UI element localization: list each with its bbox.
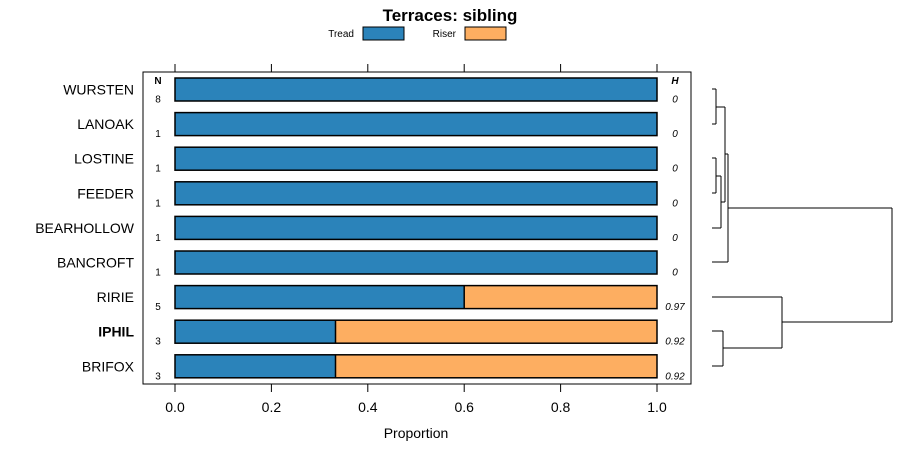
chart-title: Terraces: sibling	[383, 6, 518, 25]
category-label-bancroft: BANCROFT	[57, 255, 134, 271]
n-label-lanoak: 1	[155, 129, 161, 140]
h-label-lanoak: 0	[672, 129, 678, 140]
x-axis: 0.0 0.2 0.4 0.6 0.8 1.0	[165, 384, 667, 415]
n-label-lostine: 1	[155, 164, 161, 175]
n-label-feeder: 1	[155, 198, 161, 209]
plot-frame	[142, 71, 692, 385]
category-label-lanoak: LANOAK	[77, 116, 134, 132]
x-tick-label-1: 0.2	[262, 399, 282, 415]
category-label-ririe: RIRIE	[97, 289, 134, 305]
bar-iphil-riser	[335, 320, 657, 344]
x-axis-title: Proportion	[384, 425, 449, 441]
n-label-ririe: 5	[155, 302, 161, 313]
bar-brifox-riser	[335, 354, 657, 378]
category-label-bearhollow: BEARHOLLOW	[35, 220, 135, 236]
x-tick-label-5: 1.0	[647, 399, 667, 415]
h-label-bancroft: 0	[672, 268, 678, 279]
n-label-bancroft: 1	[155, 268, 161, 279]
n-labels: N 8 1 1 1 1 1 5 3 3	[154, 76, 161, 382]
bar-outline-iphil	[174, 319, 658, 344]
dendrogram	[712, 88, 893, 367]
legend-label-riser: Riser	[433, 29, 457, 40]
x-tick-label-2: 0.4	[358, 399, 378, 415]
h-label-ririe: 0.97	[665, 302, 685, 313]
x-tick-label-0: 0.0	[165, 399, 185, 415]
bars	[174, 77, 658, 379]
legend-label-tread: Tread	[328, 29, 354, 40]
bar-outline-feeder	[174, 181, 658, 206]
n-label-iphil: 3	[155, 337, 161, 348]
bar-ririe-riser	[464, 285, 657, 309]
x-tick-label-3: 0.6	[454, 399, 474, 415]
category-labels: WURSTEN LANOAK LOSTINE FEEDER BEARHOLLOW BANC…	[35, 82, 135, 375]
category-label-feeder: FEEDER	[77, 185, 134, 201]
h-label-feeder: 0	[672, 198, 678, 209]
category-label-lostine: LOSTINE	[74, 151, 134, 167]
bar-outline-brifox	[174, 354, 658, 379]
n-label-bearhollow: 1	[155, 233, 161, 244]
bar-bancroft-tread	[175, 251, 657, 274]
bar-lostine-tread	[175, 147, 657, 171]
h-label-brifox: 0.92	[665, 371, 685, 382]
bar-outline-ririe	[174, 284, 658, 310]
h-label-wursten: 0	[672, 95, 678, 106]
n-label-brifox: 3	[155, 371, 161, 382]
category-label-iphil: IPHIL	[98, 324, 134, 340]
legend-swatch-tread	[362, 26, 405, 41]
bar-outline-bearhollow	[174, 215, 658, 241]
bar-wursten-tread	[175, 78, 657, 101]
bar-ririe-tread	[175, 285, 465, 309]
bar-iphil-tread	[175, 320, 336, 344]
bar-outline-bancroft	[174, 250, 658, 275]
category-label-brifox: BRIFOX	[82, 358, 135, 374]
legend: Tread Riser	[328, 26, 507, 41]
h-label-iphil: 0.92	[665, 337, 685, 348]
n-column-header: N	[154, 76, 161, 87]
bar-outline-wursten	[174, 77, 658, 102]
bar-feeder-tread	[175, 181, 657, 205]
category-label-wursten: WURSTEN	[63, 82, 134, 98]
n-label-wursten: 8	[155, 95, 161, 106]
x-tick-label-4: 0.8	[551, 399, 571, 415]
bar-bearhollow-tread	[175, 216, 657, 240]
h-column-header: H	[671, 76, 679, 87]
bar-outline-lanoak	[174, 111, 658, 137]
h-label-bearhollow: 0	[672, 233, 678, 244]
bar-lanoak-tread	[175, 112, 657, 136]
h-labels: H 0 0 0 0 0 0 0.97 0.92 0.92	[665, 76, 685, 382]
bar-outline-lostine	[174, 146, 658, 171]
h-label-lostine: 0	[672, 164, 678, 175]
top-axis-ticks	[174, 64, 658, 72]
legend-swatch-riser	[464, 26, 507, 41]
bar-brifox-tread	[175, 354, 336, 378]
